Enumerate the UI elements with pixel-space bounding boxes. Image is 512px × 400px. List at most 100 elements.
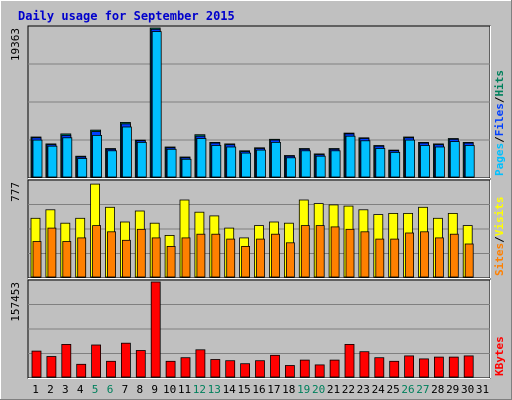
side-legend-part: / (493, 96, 506, 103)
bar-kbytes-10 (165, 360, 176, 378)
chart-panels: 19363Pages/Files/Hits777Sites/Visits1574… (9, 25, 506, 379)
x-tick-label-8: 8 (136, 383, 143, 396)
bar-pages-3 (62, 137, 73, 178)
bar-pages-29 (449, 141, 460, 178)
side-legend-part: Files (493, 103, 506, 136)
bar-kbytes-14 (225, 360, 236, 378)
side-legend-part: Hits (493, 70, 506, 97)
bar-kbytes-15 (240, 363, 251, 378)
bar-pages-5 (92, 134, 102, 178)
x-axis-ticks: 1 2 3 4 5 6 7 8 9 10 11 12 13 14 15 16 17 18 19 20 21 22 23 24 2… (32, 383, 489, 396)
bar-sites-14 (226, 238, 236, 278)
bar-kbytes-9 (150, 281, 161, 378)
bar-sites-6 (107, 231, 116, 278)
bar-kbytes-3 (61, 343, 72, 378)
bar-pages-2 (47, 145, 58, 178)
x-tick-label-18: 18 (282, 383, 295, 396)
x-tick-label-21: 21 (327, 383, 340, 396)
x-tick-label-17: 17 (267, 383, 280, 396)
bar-sites-10 (166, 245, 176, 278)
bar-kbytes-20 (314, 364, 325, 378)
bar-pages-20 (315, 155, 326, 178)
x-tick-label-7: 7 (122, 383, 129, 396)
x-tick-label-29: 29 (446, 383, 459, 396)
bar-sites-17 (271, 233, 280, 278)
bar-sites-22 (345, 228, 355, 278)
series-kbytes (31, 281, 474, 378)
bar-kbytes-19 (299, 359, 310, 378)
bar-kbytes-18 (284, 365, 295, 378)
x-tick-label-19: 19 (297, 383, 310, 396)
bar-pages-12 (196, 138, 207, 178)
x-tick-label-1: 1 (32, 383, 39, 396)
bar-kbytes-29 (448, 356, 459, 378)
series-pages (32, 31, 475, 178)
bar-kbytes-5 (91, 344, 101, 378)
panel-visits-sites: 777 Sites/Visits (9, 179, 506, 279)
bar-sites-8 (136, 228, 146, 278)
bar-pages-24 (375, 148, 386, 178)
bar-sites-1 (32, 241, 42, 278)
panel-kbytes: 157453 KBytes (9, 279, 506, 379)
bar-pages-4 (77, 158, 88, 178)
y-max-label: 777 (9, 182, 22, 202)
x-tick-label-12: 12 (193, 383, 206, 396)
x-tick-label-6: 6 (107, 383, 114, 396)
bar-kbytes-27 (419, 358, 429, 378)
side-legend-part: / (493, 236, 506, 243)
x-tick-label-9: 9 (151, 383, 158, 396)
x-tick-label-11: 11 (178, 383, 191, 396)
bar-pages-17 (271, 141, 281, 178)
y-max-label: 19363 (9, 28, 22, 61)
bar-kbytes-16 (255, 360, 265, 378)
bar-sites-4 (77, 237, 87, 278)
bar-pages-11 (181, 158, 192, 178)
bar-pages-1 (32, 139, 43, 178)
bar-sites-30 (464, 243, 474, 278)
bar-sites-2 (47, 227, 57, 278)
bar-pages-8 (136, 141, 147, 178)
x-tick-label-20: 20 (312, 383, 325, 396)
bar-pages-19 (300, 150, 311, 178)
bar-kbytes-24 (374, 357, 385, 378)
side-legend: Pages/Files/Hits (493, 70, 506, 176)
bar-kbytes-28 (433, 356, 444, 378)
x-tick-label-5: 5 (92, 383, 99, 396)
x-tick-label-30: 30 (461, 383, 474, 396)
bar-pages-7 (122, 126, 132, 178)
bar-kbytes-30 (463, 355, 474, 378)
bar-sites-7 (122, 239, 131, 278)
x-tick-label-27: 27 (416, 383, 429, 396)
x-tick-label-2: 2 (47, 383, 54, 396)
x-tick-label-15: 15 (237, 383, 250, 396)
side-legend-part: Sites (493, 243, 506, 276)
bar-sites-25 (390, 238, 400, 278)
bar-pages-10 (166, 148, 177, 178)
bar-sites-13 (211, 233, 221, 278)
bar-pages-18 (285, 157, 296, 178)
x-tick-label-14: 14 (223, 383, 237, 396)
x-tick-label-23: 23 (357, 383, 370, 396)
x-tick-label-16: 16 (252, 383, 265, 396)
bar-kbytes-17 (270, 354, 280, 378)
bar-kbytes-23 (359, 351, 370, 378)
x-tick-label-25: 25 (386, 383, 399, 396)
x-tick-label-10: 10 (163, 383, 176, 396)
bar-sites-11 (181, 237, 191, 278)
bar-pages-6 (107, 150, 117, 178)
bar-pages-21 (330, 150, 341, 178)
side-legend-part: Pages (493, 143, 506, 176)
bar-sites-12 (196, 233, 206, 278)
x-tick-label-13: 13 (208, 383, 221, 396)
bar-pages-23 (360, 140, 371, 178)
bar-kbytes-4 (76, 363, 87, 378)
bar-sites-27 (420, 231, 429, 278)
bar-pages-25 (390, 151, 401, 178)
series-sites (32, 225, 474, 278)
bar-pages-22 (345, 135, 356, 178)
bar-pages-16 (256, 149, 266, 178)
x-tick-label-28: 28 (431, 383, 444, 396)
bar-sites-26 (405, 232, 415, 278)
